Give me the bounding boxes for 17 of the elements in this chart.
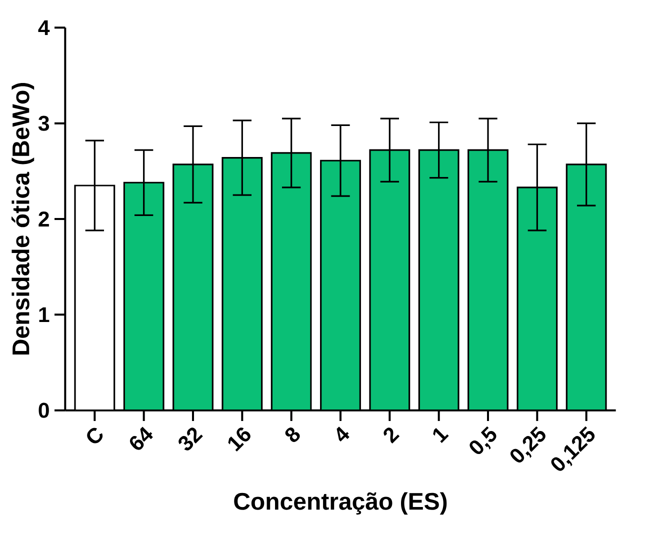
x-axis-title: Concentração (ES) (234, 492, 447, 515)
x-tick-label: C (87, 428, 103, 444)
x-tick-label: 0,5 (470, 426, 496, 454)
x-tick-label: 16 (228, 428, 250, 452)
x-tick-label: 2 (384, 428, 400, 444)
y-tick-label: 1 (39, 307, 50, 322)
y-tick-label: 4 (38, 20, 50, 35)
x-tick-label: 1 (433, 428, 449, 443)
y-tick-label: 0 (38, 402, 49, 418)
x-tick-label: 0,25 (510, 426, 546, 462)
x-tick-label: 64 (130, 426, 153, 450)
y-tick-label: 3 (38, 116, 50, 131)
x-tick-label: 32 (178, 428, 203, 450)
x-tick-label: 8 (285, 427, 300, 442)
y-axis-title: Densidade ótica (BeWo) (12, 83, 34, 355)
x-tick-label: 4 (336, 426, 350, 442)
y-tick-label: 2 (38, 212, 49, 226)
